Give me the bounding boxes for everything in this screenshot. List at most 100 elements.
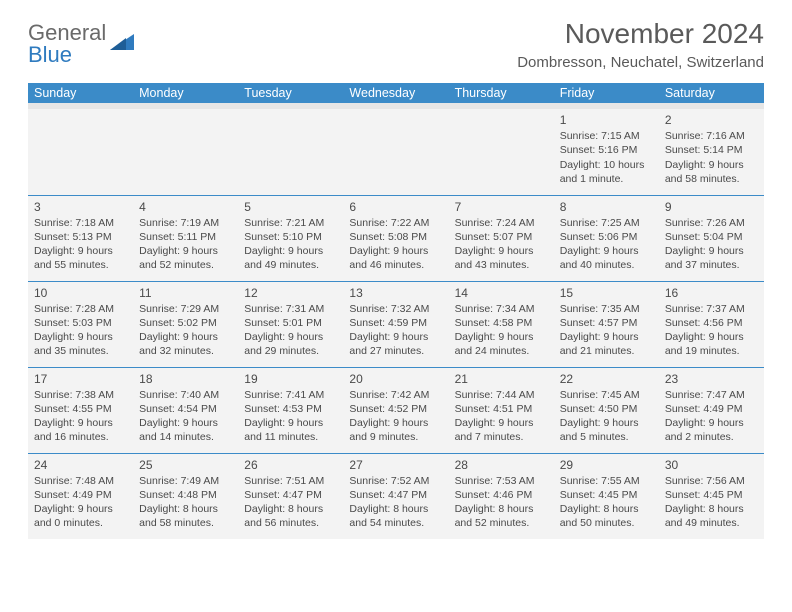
daylight-line: Daylight: 9 hours and 16 minutes. bbox=[34, 416, 127, 444]
day-number: 1 bbox=[560, 112, 653, 128]
sunset-line: Sunset: 5:08 PM bbox=[349, 230, 442, 244]
day-number: 7 bbox=[455, 199, 548, 215]
calendar-day-cell: 20Sunrise: 7:42 AMSunset: 4:52 PMDayligh… bbox=[343, 367, 448, 453]
sunrise-line: Sunrise: 7:42 AM bbox=[349, 388, 442, 402]
day-header: Saturday bbox=[659, 83, 764, 103]
day-number: 15 bbox=[560, 285, 653, 301]
sunrise-line: Sunrise: 7:21 AM bbox=[244, 216, 337, 230]
calendar-day-cell bbox=[28, 109, 133, 195]
daylight-line: Daylight: 9 hours and 21 minutes. bbox=[560, 330, 653, 358]
sunrise-line: Sunrise: 7:56 AM bbox=[665, 474, 758, 488]
calendar-day-cell: 1Sunrise: 7:15 AMSunset: 5:16 PMDaylight… bbox=[554, 109, 659, 195]
daylight-line: Daylight: 9 hours and 27 minutes. bbox=[349, 330, 442, 358]
day-number: 10 bbox=[34, 285, 127, 301]
sunrise-line: Sunrise: 7:48 AM bbox=[34, 474, 127, 488]
header: General Blue November 2024 Dombresson, N… bbox=[28, 18, 764, 71]
daylight-line: Daylight: 8 hours and 52 minutes. bbox=[455, 502, 548, 530]
calendar-day-cell: 8Sunrise: 7:25 AMSunset: 5:06 PMDaylight… bbox=[554, 195, 659, 281]
calendar-week-row: 10Sunrise: 7:28 AMSunset: 5:03 PMDayligh… bbox=[28, 281, 764, 367]
day-number: 11 bbox=[139, 285, 232, 301]
sunset-line: Sunset: 4:59 PM bbox=[349, 316, 442, 330]
day-number: 13 bbox=[349, 285, 442, 301]
sunrise-line: Sunrise: 7:19 AM bbox=[139, 216, 232, 230]
sunset-line: Sunset: 5:06 PM bbox=[560, 230, 653, 244]
daylight-line: Daylight: 9 hours and 46 minutes. bbox=[349, 244, 442, 272]
sunset-line: Sunset: 5:01 PM bbox=[244, 316, 337, 330]
daylight-line: Daylight: 8 hours and 56 minutes. bbox=[244, 502, 337, 530]
sunset-line: Sunset: 4:55 PM bbox=[34, 402, 127, 416]
calendar-day-cell: 11Sunrise: 7:29 AMSunset: 5:02 PMDayligh… bbox=[133, 281, 238, 367]
calendar-day-cell: 17Sunrise: 7:38 AMSunset: 4:55 PMDayligh… bbox=[28, 367, 133, 453]
day-number: 9 bbox=[665, 199, 758, 215]
brand-line2: Blue bbox=[28, 44, 106, 66]
day-number: 12 bbox=[244, 285, 337, 301]
calendar-day-cell: 15Sunrise: 7:35 AMSunset: 4:57 PMDayligh… bbox=[554, 281, 659, 367]
day-number: 21 bbox=[455, 371, 548, 387]
sunrise-line: Sunrise: 7:55 AM bbox=[560, 474, 653, 488]
day-number: 14 bbox=[455, 285, 548, 301]
calendar-week-row: 17Sunrise: 7:38 AMSunset: 4:55 PMDayligh… bbox=[28, 367, 764, 453]
calendar-day-cell bbox=[449, 109, 554, 195]
sunrise-line: Sunrise: 7:52 AM bbox=[349, 474, 442, 488]
calendar-day-cell: 12Sunrise: 7:31 AMSunset: 5:01 PMDayligh… bbox=[238, 281, 343, 367]
day-number: 3 bbox=[34, 199, 127, 215]
sunrise-line: Sunrise: 7:41 AM bbox=[244, 388, 337, 402]
calendar-day-cell: 7Sunrise: 7:24 AMSunset: 5:07 PMDaylight… bbox=[449, 195, 554, 281]
sunrise-line: Sunrise: 7:47 AM bbox=[665, 388, 758, 402]
sunset-line: Sunset: 5:07 PM bbox=[455, 230, 548, 244]
sunrise-line: Sunrise: 7:25 AM bbox=[560, 216, 653, 230]
calendar-day-cell: 19Sunrise: 7:41 AMSunset: 4:53 PMDayligh… bbox=[238, 367, 343, 453]
daylight-line: Daylight: 9 hours and 52 minutes. bbox=[139, 244, 232, 272]
sunset-line: Sunset: 4:57 PM bbox=[560, 316, 653, 330]
calendar-day-cell bbox=[238, 109, 343, 195]
brand-line1: General bbox=[28, 22, 106, 44]
sunset-line: Sunset: 5:10 PM bbox=[244, 230, 337, 244]
day-number: 19 bbox=[244, 371, 337, 387]
calendar-day-cell: 30Sunrise: 7:56 AMSunset: 4:45 PMDayligh… bbox=[659, 453, 764, 539]
sunrise-line: Sunrise: 7:29 AM bbox=[139, 302, 232, 316]
day-header: Friday bbox=[554, 83, 659, 103]
day-number: 16 bbox=[665, 285, 758, 301]
calendar-day-cell: 27Sunrise: 7:52 AMSunset: 4:47 PMDayligh… bbox=[343, 453, 448, 539]
day-number: 23 bbox=[665, 371, 758, 387]
day-number: 22 bbox=[560, 371, 653, 387]
calendar-day-cell: 13Sunrise: 7:32 AMSunset: 4:59 PMDayligh… bbox=[343, 281, 448, 367]
sunset-line: Sunset: 5:04 PM bbox=[665, 230, 758, 244]
sunrise-line: Sunrise: 7:53 AM bbox=[455, 474, 548, 488]
sunrise-line: Sunrise: 7:49 AM bbox=[139, 474, 232, 488]
daylight-line: Daylight: 9 hours and 32 minutes. bbox=[139, 330, 232, 358]
daylight-line: Daylight: 8 hours and 54 minutes. bbox=[349, 502, 442, 530]
brand-triangle-icon bbox=[108, 28, 136, 61]
sunrise-line: Sunrise: 7:24 AM bbox=[455, 216, 548, 230]
daylight-line: Daylight: 9 hours and 29 minutes. bbox=[244, 330, 337, 358]
day-number: 17 bbox=[34, 371, 127, 387]
calendar-day-cell: 24Sunrise: 7:48 AMSunset: 4:49 PMDayligh… bbox=[28, 453, 133, 539]
sunrise-line: Sunrise: 7:22 AM bbox=[349, 216, 442, 230]
sunset-line: Sunset: 5:14 PM bbox=[665, 143, 758, 157]
day-number: 8 bbox=[560, 199, 653, 215]
day-number: 5 bbox=[244, 199, 337, 215]
day-header: Monday bbox=[133, 83, 238, 103]
calendar-day-cell: 25Sunrise: 7:49 AMSunset: 4:48 PMDayligh… bbox=[133, 453, 238, 539]
day-number: 25 bbox=[139, 457, 232, 473]
sunset-line: Sunset: 5:16 PM bbox=[560, 143, 653, 157]
sunset-line: Sunset: 4:50 PM bbox=[560, 402, 653, 416]
calendar-day-cell bbox=[133, 109, 238, 195]
day-number: 27 bbox=[349, 457, 442, 473]
day-number: 4 bbox=[139, 199, 232, 215]
calendar-table: Sunday Monday Tuesday Wednesday Thursday… bbox=[28, 83, 764, 539]
calendar-week-row: 3Sunrise: 7:18 AMSunset: 5:13 PMDaylight… bbox=[28, 195, 764, 281]
sunrise-line: Sunrise: 7:16 AM bbox=[665, 129, 758, 143]
calendar-day-cell: 4Sunrise: 7:19 AMSunset: 5:11 PMDaylight… bbox=[133, 195, 238, 281]
sunset-line: Sunset: 4:58 PM bbox=[455, 316, 548, 330]
daylight-line: Daylight: 9 hours and 55 minutes. bbox=[34, 244, 127, 272]
day-header: Tuesday bbox=[238, 83, 343, 103]
sunset-line: Sunset: 4:49 PM bbox=[34, 488, 127, 502]
calendar-day-cell: 21Sunrise: 7:44 AMSunset: 4:51 PMDayligh… bbox=[449, 367, 554, 453]
day-number: 29 bbox=[560, 457, 653, 473]
sunrise-line: Sunrise: 7:18 AM bbox=[34, 216, 127, 230]
day-number: 20 bbox=[349, 371, 442, 387]
page-subtitle: Dombresson, Neuchatel, Switzerland bbox=[517, 54, 764, 71]
daylight-line: Daylight: 8 hours and 58 minutes. bbox=[139, 502, 232, 530]
sunset-line: Sunset: 4:48 PM bbox=[139, 488, 232, 502]
